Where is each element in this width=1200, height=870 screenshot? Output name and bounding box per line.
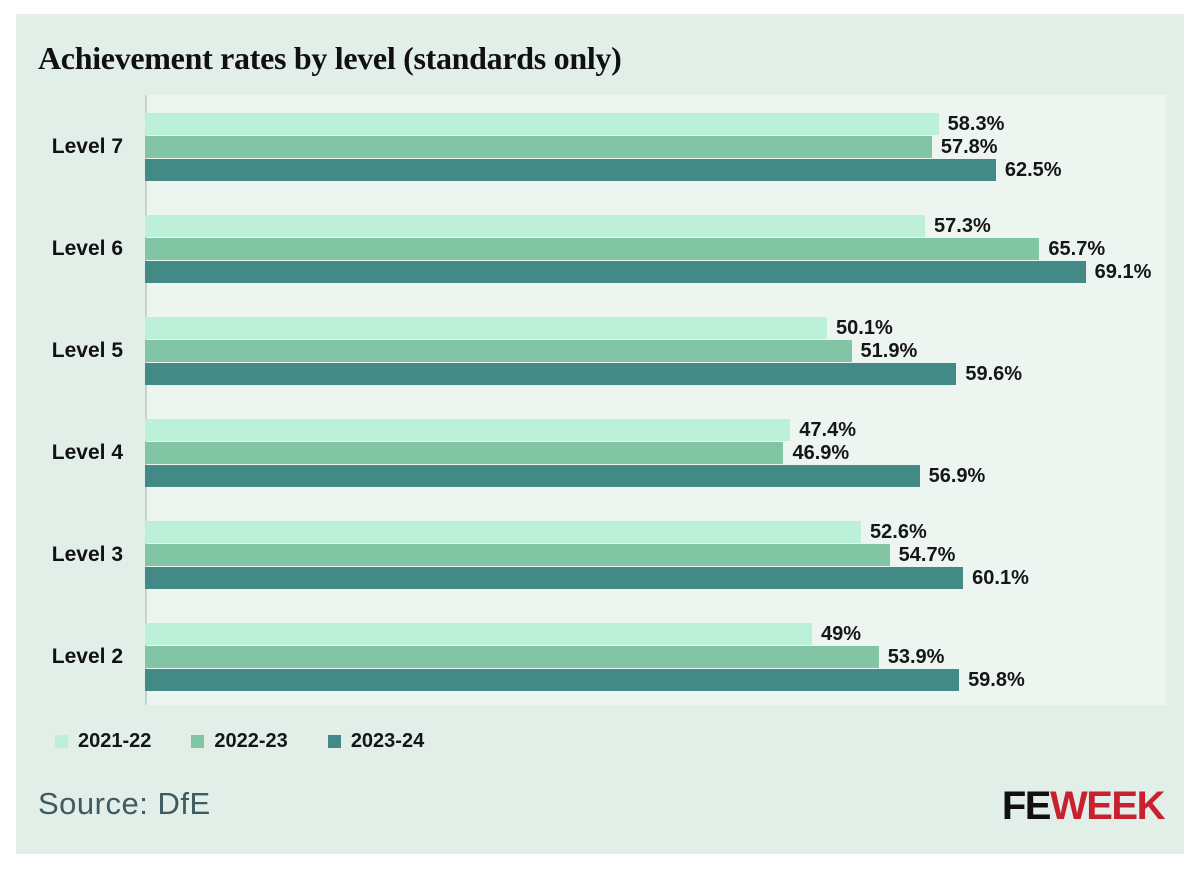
chart-card: Achievement rates by level (standards on… <box>16 14 1184 854</box>
bar-line-2021-22: 49% <box>145 623 1166 645</box>
bar-value-label: 51.9% <box>860 339 918 362</box>
bar-stack: 50.1% 51.9% 59.6% <box>145 317 1166 385</box>
bar-value-label: 59.8% <box>968 668 1025 691</box>
legend: 2021-22 2022-23 2023-24 <box>55 730 424 753</box>
legend-swatch-icon <box>55 735 68 748</box>
bar-2023-24 <box>145 465 920 487</box>
legend-label: 2023-24 <box>350 730 425 752</box>
bar-line-2022-23: 53.9% <box>145 646 1166 668</box>
plot-background <box>145 95 1166 705</box>
bar-2023-24 <box>145 669 960 691</box>
bar-2022-23 <box>145 646 879 668</box>
category-label: Level 4 <box>51 441 123 464</box>
bar-stack: 57.3% 65.7% 69.1% <box>145 215 1166 283</box>
bar-2021-22 <box>145 215 926 237</box>
bar-2021-22 <box>145 317 828 339</box>
bar-line-2022-23: 65.7% <box>145 238 1166 260</box>
bar-line-2023-24: 62.5% <box>145 159 1166 181</box>
legend-item-2023-24: 2023-24 <box>327 730 425 753</box>
bar-group-level-5: Level 5 50.1% 51.9% 59.6% <box>38 317 1166 385</box>
bar-2023-24 <box>145 159 996 181</box>
bar-line-2021-22: 58.3% <box>145 113 1166 135</box>
bar-value-label: 47.4% <box>799 418 856 441</box>
bar-2022-23 <box>145 544 890 566</box>
bar-line-2023-24: 56.9% <box>145 465 1166 487</box>
legend-swatch-icon <box>327 735 341 748</box>
bar-groups: Level 7 58.3% 57.8% 62.5% Level 6 57.3% 65.7% 6… <box>38 95 1166 705</box>
source-text: Source: DfE <box>38 786 211 821</box>
bar-value-label: 46.9% <box>792 441 850 464</box>
bar-2022-23 <box>145 136 932 158</box>
legend-label: 2021-22 <box>78 730 152 752</box>
bar-value-label: 59.6% <box>965 362 1023 385</box>
bar-value-label: 56.9% <box>928 464 986 487</box>
bar-group-level-4: Level 4 47.4% 46.9% 56.9% <box>38 419 1166 487</box>
bar-line-2021-22: 50.1% <box>145 317 1166 339</box>
legend-swatch-icon <box>191 735 205 748</box>
bar-2022-23 <box>145 238 1040 260</box>
bar-value-label: 53.9% <box>887 645 945 668</box>
bar-line-2022-23: 57.8% <box>145 136 1166 158</box>
bar-value-label: 65.7% <box>1048 237 1106 260</box>
bar-value-label: 52.6% <box>870 520 927 543</box>
legend-label: 2022-23 <box>214 730 288 752</box>
feweek-logo: FEWEEK <box>1001 784 1166 829</box>
bar-value-label: 50.1% <box>836 316 893 339</box>
bar-stack: 52.6% 54.7% 60.1% <box>145 521 1166 589</box>
chart-title: Achievement rates by level (standards on… <box>38 40 622 76</box>
category-label: Level 2 <box>51 645 123 668</box>
bar-chart: Level 7 58.3% 57.8% 62.5% Level 6 57.3% 65.7% 6… <box>38 95 1166 705</box>
bar-group-level-2: Level 2 49% 53.9% 59.8% <box>38 623 1166 691</box>
bar-2023-24 <box>145 261 1086 283</box>
bar-value-label: 57.8% <box>940 135 998 158</box>
logo-fe-text: FE <box>1001 784 1052 828</box>
bar-line-2023-24: 59.8% <box>145 669 1166 691</box>
bar-value-label: 58.3% <box>947 112 1005 135</box>
bar-2023-24 <box>145 567 964 589</box>
bar-2022-23 <box>145 442 784 464</box>
legend-item-2021-22: 2021-22 <box>55 730 151 753</box>
category-label: Level 5 <box>51 339 123 362</box>
bar-stack: 58.3% 57.8% 62.5% <box>145 113 1166 181</box>
logo-week-text: WEEK <box>1050 784 1166 828</box>
bar-line-2022-23: 51.9% <box>145 340 1166 362</box>
bar-line-2022-23: 54.7% <box>145 544 1166 566</box>
category-label: Level 7 <box>51 135 123 158</box>
bar-value-label: 69.1% <box>1094 260 1152 283</box>
bar-2021-22 <box>145 521 862 543</box>
bar-group-level-7: Level 7 58.3% 57.8% 62.5% <box>38 113 1166 181</box>
bar-line-2023-24: 69.1% <box>145 261 1166 283</box>
bar-value-label: 54.7% <box>898 543 956 566</box>
bar-value-label: 49% <box>821 622 862 645</box>
bar-line-2021-22: 57.3% <box>145 215 1166 237</box>
bar-2023-24 <box>145 363 957 385</box>
category-label: Level 6 <box>51 237 123 260</box>
bar-2021-22 <box>145 419 791 441</box>
bar-line-2023-24: 60.1% <box>145 567 1166 589</box>
bar-line-2022-23: 46.9% <box>145 442 1166 464</box>
bar-line-2023-24: 59.6% <box>145 363 1166 385</box>
y-axis-line <box>145 95 147 705</box>
bar-group-level-6: Level 6 57.3% 65.7% 69.1% <box>38 215 1166 283</box>
bar-line-2021-22: 47.4% <box>145 419 1166 441</box>
bar-value-label: 60.1% <box>972 566 1029 589</box>
bar-line-2021-22: 52.6% <box>145 521 1166 543</box>
bar-value-label: 57.3% <box>934 214 991 237</box>
bar-2021-22 <box>145 623 813 645</box>
legend-item-2022-23: 2022-23 <box>191 730 288 753</box>
bar-stack: 49% 53.9% 59.8% <box>145 623 1166 691</box>
bar-stack: 47.4% 46.9% 56.9% <box>145 419 1166 487</box>
bar-group-level-3: Level 3 52.6% 54.7% 60.1% <box>38 521 1166 589</box>
bar-value-label: 62.5% <box>1004 158 1062 181</box>
bar-2021-22 <box>145 113 939 135</box>
category-label: Level 3 <box>51 543 123 566</box>
bar-2022-23 <box>145 340 852 362</box>
